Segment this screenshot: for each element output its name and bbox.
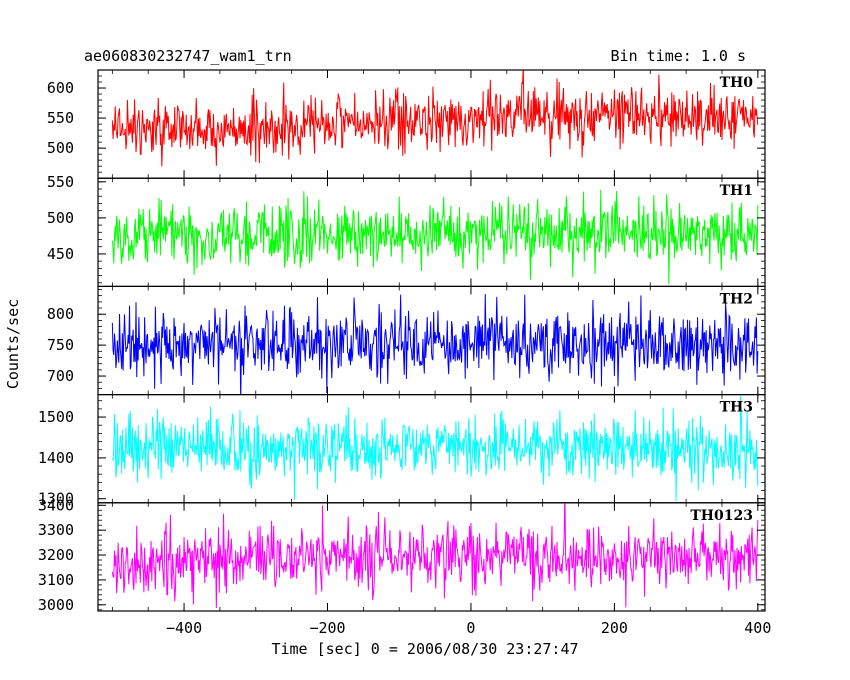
frame-layer: [97, 69, 766, 612]
series-line-th3: [111, 395, 759, 502]
y-tick-label: 700: [47, 367, 74, 385]
y-tick-label: 3100: [38, 571, 74, 589]
series-line-th0: [111, 70, 759, 167]
panel-label-th0: TH0: [720, 75, 754, 91]
series-line-th1: [111, 189, 759, 285]
panel-label-th0123: TH0123: [690, 508, 753, 524]
x-tick-label: −400: [166, 619, 202, 637]
y-tick-label: 1500: [38, 408, 74, 426]
bin-time-label: Bin time: 1.0 s: [611, 47, 746, 65]
y-axis-label: Counts/sec: [4, 299, 22, 389]
x-tick-label: 200: [601, 619, 628, 637]
y-tick-label: 3200: [38, 546, 74, 564]
panel-frame-th0123: [97, 502, 766, 612]
label-layer: ae060830232747_wam1_trn Bin time: 1.0 s …: [4, 47, 771, 658]
x-tick-label: 400: [744, 619, 771, 637]
y-tick-label: 1300: [38, 490, 74, 508]
y-tick-label: 500: [47, 209, 74, 227]
y-tick-label: 1400: [38, 449, 74, 467]
chart-title: ae060830232747_wam1_trn: [84, 47, 292, 65]
y-tick-label: 550: [47, 173, 74, 191]
x-tick-label: 0: [466, 619, 475, 637]
y-tick-label: 450: [47, 245, 74, 263]
x-axis-label: Time [sec] 0 = 2006/08/30 23:27:47: [271, 640, 578, 658]
y-tick-label: 3300: [38, 521, 74, 539]
y-tick-label: 800: [47, 305, 74, 323]
y-tick-label: 750: [47, 336, 74, 354]
y-tick-label: 3400: [38, 496, 74, 514]
series-line-th0123: [111, 502, 759, 608]
y-tick-label: 550: [47, 109, 74, 127]
series-line-th2: [111, 294, 759, 395]
panel-label-th1: TH1: [720, 183, 753, 199]
tick-layer: [98, 69, 765, 611]
series-layer: [111, 70, 759, 608]
y-tick-label: 500: [47, 139, 74, 157]
y-tick-label: 3000: [38, 596, 74, 614]
y-tick-label: 600: [47, 79, 74, 97]
panel-label-th2: TH2: [720, 291, 753, 307]
x-tick-label: −200: [309, 619, 345, 637]
panel-label-th3: TH3: [720, 400, 753, 416]
